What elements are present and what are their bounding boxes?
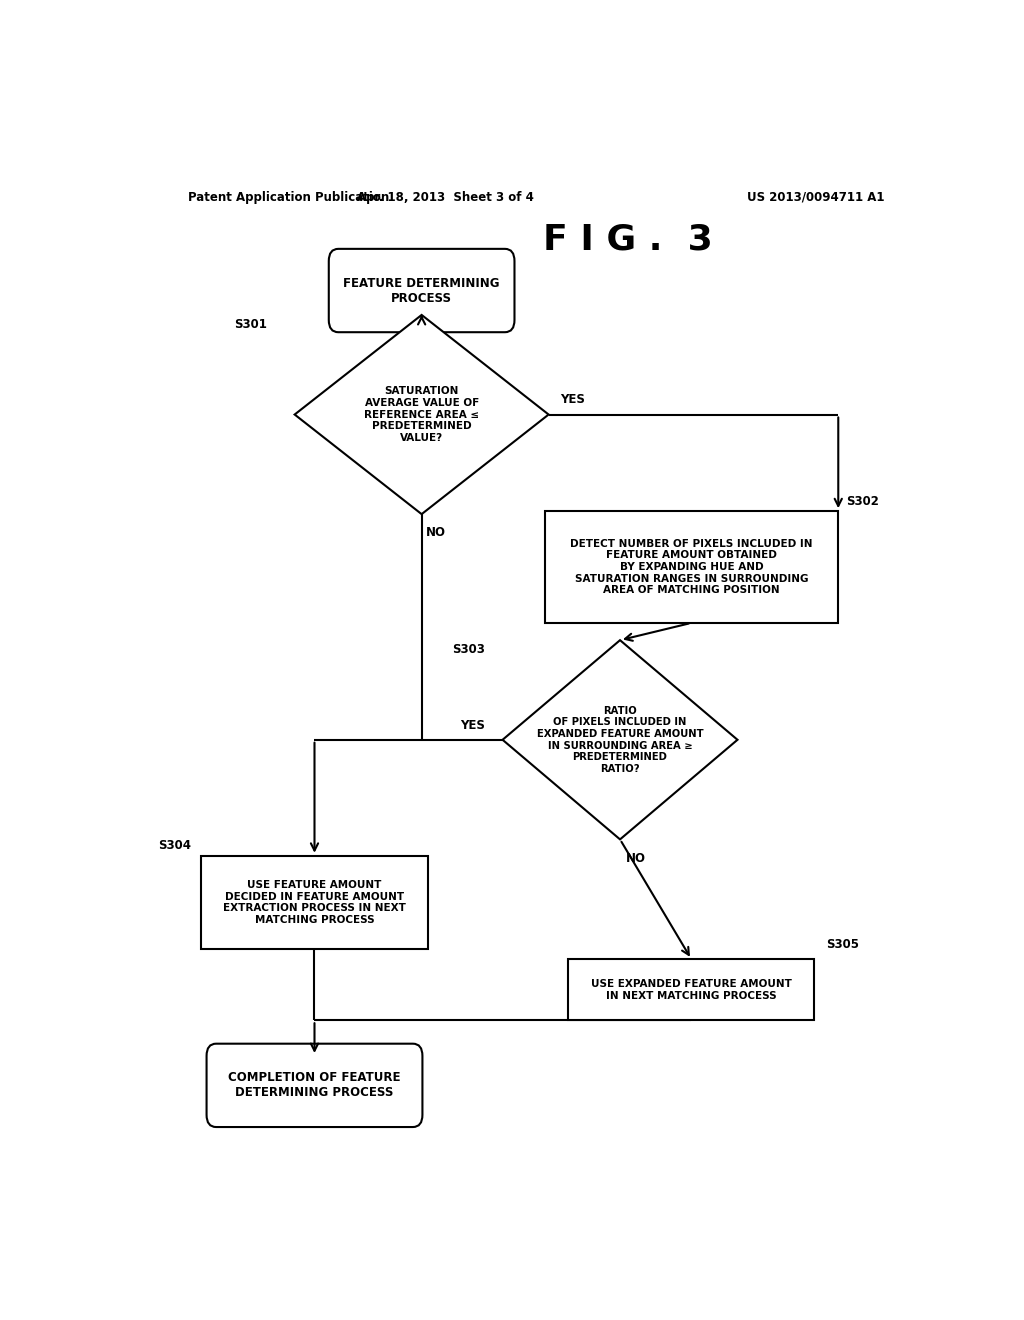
Text: NO: NO bbox=[426, 527, 445, 540]
FancyBboxPatch shape bbox=[329, 249, 514, 333]
Polygon shape bbox=[295, 315, 549, 515]
Text: DETECT NUMBER OF PIXELS INCLUDED IN
FEATURE AMOUNT OBTAINED
BY EXPANDING HUE AND: DETECT NUMBER OF PIXELS INCLUDED IN FEAT… bbox=[570, 539, 813, 595]
FancyBboxPatch shape bbox=[207, 1044, 423, 1127]
Text: NO: NO bbox=[626, 851, 645, 865]
Text: Patent Application Publication: Patent Application Publication bbox=[187, 190, 389, 203]
Text: USE EXPANDED FEATURE AMOUNT
IN NEXT MATCHING PROCESS: USE EXPANDED FEATURE AMOUNT IN NEXT MATC… bbox=[591, 979, 792, 1001]
Bar bbox=[568, 960, 814, 1020]
Text: COMPLETION OF FEATURE
DETERMINING PROCESS: COMPLETION OF FEATURE DETERMINING PROCES… bbox=[228, 1072, 400, 1100]
Text: S304: S304 bbox=[159, 838, 191, 851]
Text: S301: S301 bbox=[234, 318, 267, 331]
Text: S305: S305 bbox=[826, 939, 859, 952]
Bar bbox=[545, 511, 839, 623]
Text: SATURATION
AVERAGE VALUE OF
REFERENCE AREA ≤
PREDETERMINED
VALUE?: SATURATION AVERAGE VALUE OF REFERENCE AR… bbox=[365, 387, 479, 442]
Text: S303: S303 bbox=[453, 643, 485, 656]
Text: US 2013/0094711 A1: US 2013/0094711 A1 bbox=[748, 190, 885, 203]
Text: RATIO
OF PIXELS INCLUDED IN
EXPANDED FEATURE AMOUNT
IN SURROUNDING AREA ≥
PREDET: RATIO OF PIXELS INCLUDED IN EXPANDED FEA… bbox=[537, 706, 703, 774]
Text: YES: YES bbox=[560, 393, 586, 407]
Bar bbox=[202, 855, 428, 949]
Text: YES: YES bbox=[460, 718, 485, 731]
Polygon shape bbox=[503, 640, 737, 840]
Text: FEATURE DETERMINING
PROCESS: FEATURE DETERMINING PROCESS bbox=[343, 276, 500, 305]
Text: F I G .  3: F I G . 3 bbox=[543, 223, 713, 256]
Text: USE FEATURE AMOUNT
DECIDED IN FEATURE AMOUNT
EXTRACTION PROCESS IN NEXT
MATCHING: USE FEATURE AMOUNT DECIDED IN FEATURE AM… bbox=[223, 880, 406, 925]
Text: Apr. 18, 2013  Sheet 3 of 4: Apr. 18, 2013 Sheet 3 of 4 bbox=[357, 190, 534, 203]
Text: S302: S302 bbox=[846, 495, 879, 508]
